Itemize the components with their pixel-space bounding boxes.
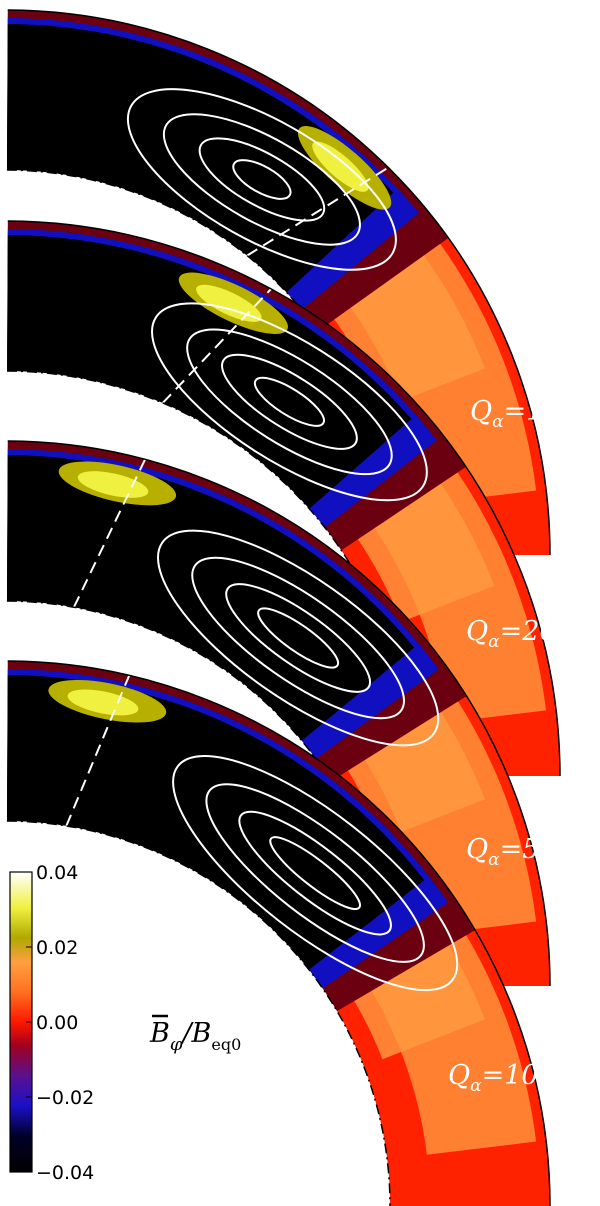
streamline-contour xyxy=(221,353,358,450)
outer-boundary xyxy=(7,220,561,777)
field-black-core xyxy=(7,235,412,509)
field-positive-core xyxy=(196,284,262,322)
dashed-boundary-line xyxy=(65,674,131,827)
inner-boundary xyxy=(7,370,411,777)
streamline-contour xyxy=(191,556,405,720)
inner-boundary xyxy=(6,169,391,556)
field-positive-core xyxy=(312,141,369,192)
field-black-core xyxy=(6,455,415,741)
streamline-contour xyxy=(126,88,397,271)
streamline-contour xyxy=(151,302,428,502)
meridional-panel-4: Qα=1000 xyxy=(6,660,573,1206)
colorbar-tick-label: 0.02 xyxy=(36,937,78,959)
streamline-contour xyxy=(253,376,325,427)
streamline-contour xyxy=(172,755,459,992)
streamline-contour xyxy=(162,113,361,246)
streamline-contour xyxy=(198,137,326,222)
streamline-contour xyxy=(232,159,292,200)
colorbar-tick-label: 0.04 xyxy=(36,862,78,884)
inner-boundary xyxy=(6,600,391,987)
panel-label: Qα=100 xyxy=(470,396,578,432)
streamline-contour xyxy=(225,583,372,693)
colorbar-tick-label: 0.00 xyxy=(36,1012,78,1034)
inner-boundary xyxy=(6,820,391,1206)
colorbar-label: Bφ/Beq0 xyxy=(149,1018,241,1055)
colorbar-tick-label: −0.04 xyxy=(36,1162,94,1184)
dashed-boundary-line xyxy=(246,166,389,257)
outer-boundary xyxy=(7,9,551,556)
streamline-contour xyxy=(205,783,425,963)
streamline-contour xyxy=(257,607,340,669)
streamline-contour xyxy=(157,529,440,747)
field-positive-core xyxy=(77,471,149,498)
dashed-boundary-line xyxy=(73,458,147,608)
panel-label: Qα=1000 xyxy=(448,1060,573,1096)
outer-boundary xyxy=(7,660,551,1206)
streamline-contour xyxy=(238,810,392,936)
colorbar: 0.04 0.02 0.00 −0.02 −0.04 Bφ/Beq0 xyxy=(9,862,241,1184)
colorbar-tick-label: −0.02 xyxy=(36,1087,94,1109)
outer-boundary xyxy=(7,440,551,987)
panel-label: Qα=200 xyxy=(466,616,574,652)
panel-label: Qα=500 xyxy=(466,834,574,870)
dashed-boundary-line xyxy=(161,288,272,404)
field-black-core xyxy=(6,675,425,970)
field-positive-core xyxy=(67,689,139,716)
streamline-contour xyxy=(186,328,393,476)
streamline-contour xyxy=(269,836,362,911)
